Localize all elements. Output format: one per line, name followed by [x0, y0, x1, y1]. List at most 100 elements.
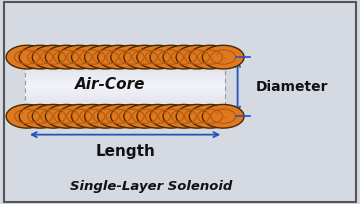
- Circle shape: [45, 104, 87, 128]
- Circle shape: [84, 112, 89, 114]
- Circle shape: [189, 52, 194, 55]
- Circle shape: [176, 52, 181, 55]
- Bar: [25, 91, 225, 93]
- Circle shape: [45, 45, 87, 69]
- Circle shape: [27, 116, 31, 118]
- Bar: [25, 72, 225, 73]
- Circle shape: [58, 45, 100, 69]
- Bar: [25, 60, 225, 62]
- Bar: [25, 82, 225, 84]
- Bar: [25, 94, 225, 95]
- Circle shape: [132, 116, 135, 118]
- Bar: [25, 113, 225, 115]
- Bar: [25, 69, 225, 70]
- Circle shape: [6, 104, 48, 128]
- Circle shape: [54, 116, 57, 118]
- Circle shape: [32, 45, 74, 69]
- Circle shape: [184, 57, 188, 59]
- Circle shape: [58, 52, 63, 55]
- Circle shape: [19, 45, 61, 69]
- Circle shape: [189, 104, 231, 128]
- Bar: [25, 88, 225, 90]
- Bar: [25, 107, 225, 109]
- Circle shape: [54, 57, 57, 59]
- Circle shape: [124, 104, 166, 128]
- Circle shape: [158, 57, 162, 59]
- Circle shape: [71, 52, 76, 55]
- Circle shape: [72, 104, 113, 128]
- Circle shape: [19, 104, 61, 128]
- Circle shape: [202, 112, 207, 114]
- Circle shape: [211, 116, 214, 118]
- Circle shape: [171, 116, 175, 118]
- Circle shape: [40, 116, 44, 118]
- Bar: [25, 57, 225, 59]
- Bar: [25, 79, 225, 81]
- Circle shape: [45, 112, 50, 114]
- Bar: [25, 90, 225, 91]
- Bar: [25, 63, 225, 64]
- Circle shape: [224, 116, 227, 118]
- Circle shape: [67, 116, 70, 118]
- Circle shape: [211, 57, 214, 59]
- Bar: [25, 97, 225, 99]
- Circle shape: [189, 45, 231, 69]
- Bar: [25, 81, 225, 82]
- Circle shape: [98, 45, 139, 69]
- Circle shape: [149, 112, 154, 114]
- Circle shape: [137, 45, 179, 69]
- Circle shape: [189, 112, 194, 114]
- Text: Diameter: Diameter: [256, 80, 328, 94]
- Circle shape: [162, 112, 167, 114]
- Bar: [25, 76, 225, 78]
- Circle shape: [58, 104, 100, 128]
- Circle shape: [40, 57, 44, 59]
- Circle shape: [32, 104, 74, 128]
- Circle shape: [110, 52, 115, 55]
- Circle shape: [119, 116, 122, 118]
- Bar: [25, 115, 225, 116]
- Circle shape: [85, 104, 126, 128]
- Bar: [25, 99, 225, 100]
- Circle shape: [84, 52, 89, 55]
- Text: Single-Layer Solenoid: Single-Layer Solenoid: [70, 180, 233, 193]
- Circle shape: [123, 112, 128, 114]
- Bar: [25, 102, 225, 103]
- Circle shape: [32, 52, 37, 55]
- Circle shape: [119, 57, 122, 59]
- Circle shape: [202, 45, 244, 69]
- Circle shape: [176, 45, 218, 69]
- Bar: [25, 100, 225, 102]
- Circle shape: [93, 57, 96, 59]
- Circle shape: [58, 112, 63, 114]
- Bar: [25, 103, 225, 104]
- Circle shape: [176, 112, 181, 114]
- Circle shape: [6, 45, 48, 69]
- Circle shape: [80, 116, 83, 118]
- Text: Air-Core: Air-Core: [76, 77, 146, 92]
- Bar: [25, 84, 225, 85]
- Circle shape: [110, 112, 115, 114]
- Circle shape: [150, 45, 192, 69]
- Circle shape: [197, 116, 201, 118]
- Circle shape: [136, 112, 141, 114]
- Circle shape: [19, 112, 24, 114]
- Bar: [25, 70, 225, 72]
- Circle shape: [137, 104, 179, 128]
- Circle shape: [202, 104, 244, 128]
- Bar: [25, 87, 225, 88]
- Circle shape: [158, 116, 162, 118]
- Circle shape: [162, 52, 167, 55]
- Circle shape: [80, 57, 83, 59]
- Bar: [25, 109, 225, 110]
- Circle shape: [27, 57, 31, 59]
- Circle shape: [136, 52, 141, 55]
- Circle shape: [67, 57, 70, 59]
- Bar: [25, 110, 225, 112]
- Circle shape: [184, 116, 188, 118]
- Bar: [25, 112, 225, 113]
- Circle shape: [215, 52, 220, 55]
- Circle shape: [111, 45, 153, 69]
- Bar: [25, 57, 225, 116]
- Bar: [25, 64, 225, 66]
